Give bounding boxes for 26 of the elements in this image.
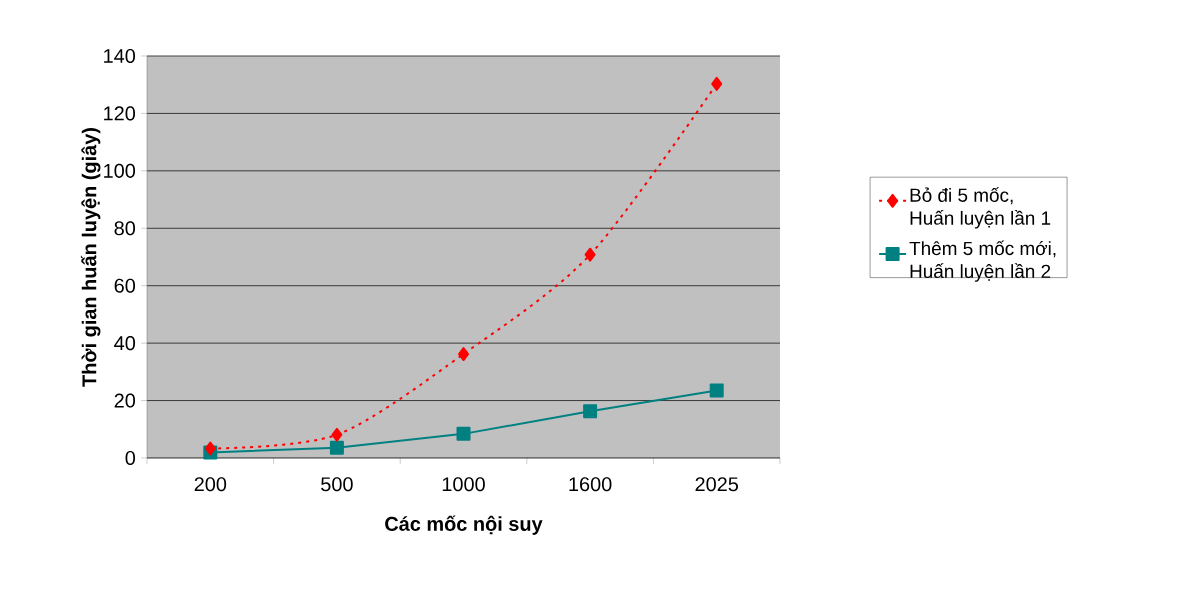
- point: [204, 441, 216, 456]
- point: [583, 404, 598, 419]
- y-tick-label: 140: [104, 48, 136, 64]
- legend-label: Bỏ đi 5 mốc, Huấn luyện lần 1: [910, 187, 1051, 229]
- point: [458, 347, 470, 362]
- point: [456, 426, 471, 441]
- x-tick-label: 500: [321, 477, 353, 492]
- point: [711, 76, 723, 91]
- y-tick-label: 120: [104, 106, 136, 121]
- y-tick-label: 20: [114, 393, 136, 408]
- x-tick-label: 200: [194, 477, 227, 492]
- y-tick-label: 60: [114, 278, 136, 293]
- point: [329, 440, 344, 455]
- x-tick-label: 1000: [442, 477, 485, 492]
- y-tick-label: 0: [125, 450, 136, 466]
- point: [331, 427, 343, 442]
- y-tick-label: 40: [114, 336, 136, 351]
- point: [709, 383, 724, 398]
- x-tick-label: 1600: [569, 477, 612, 492]
- y-tick-label: 100: [104, 163, 136, 178]
- y-tick-label: 80: [114, 221, 136, 236]
- x-axis-title: Các mốc nội suy: [385, 515, 543, 535]
- point: [584, 247, 596, 262]
- legend-label: Thêm 5 mốc mới, Huấn luyện lần 2: [909, 240, 1056, 282]
- y-axis-title: Thời gian huấn luyện (giây): [80, 128, 101, 387]
- x-tick-label: 2025: [695, 477, 739, 492]
